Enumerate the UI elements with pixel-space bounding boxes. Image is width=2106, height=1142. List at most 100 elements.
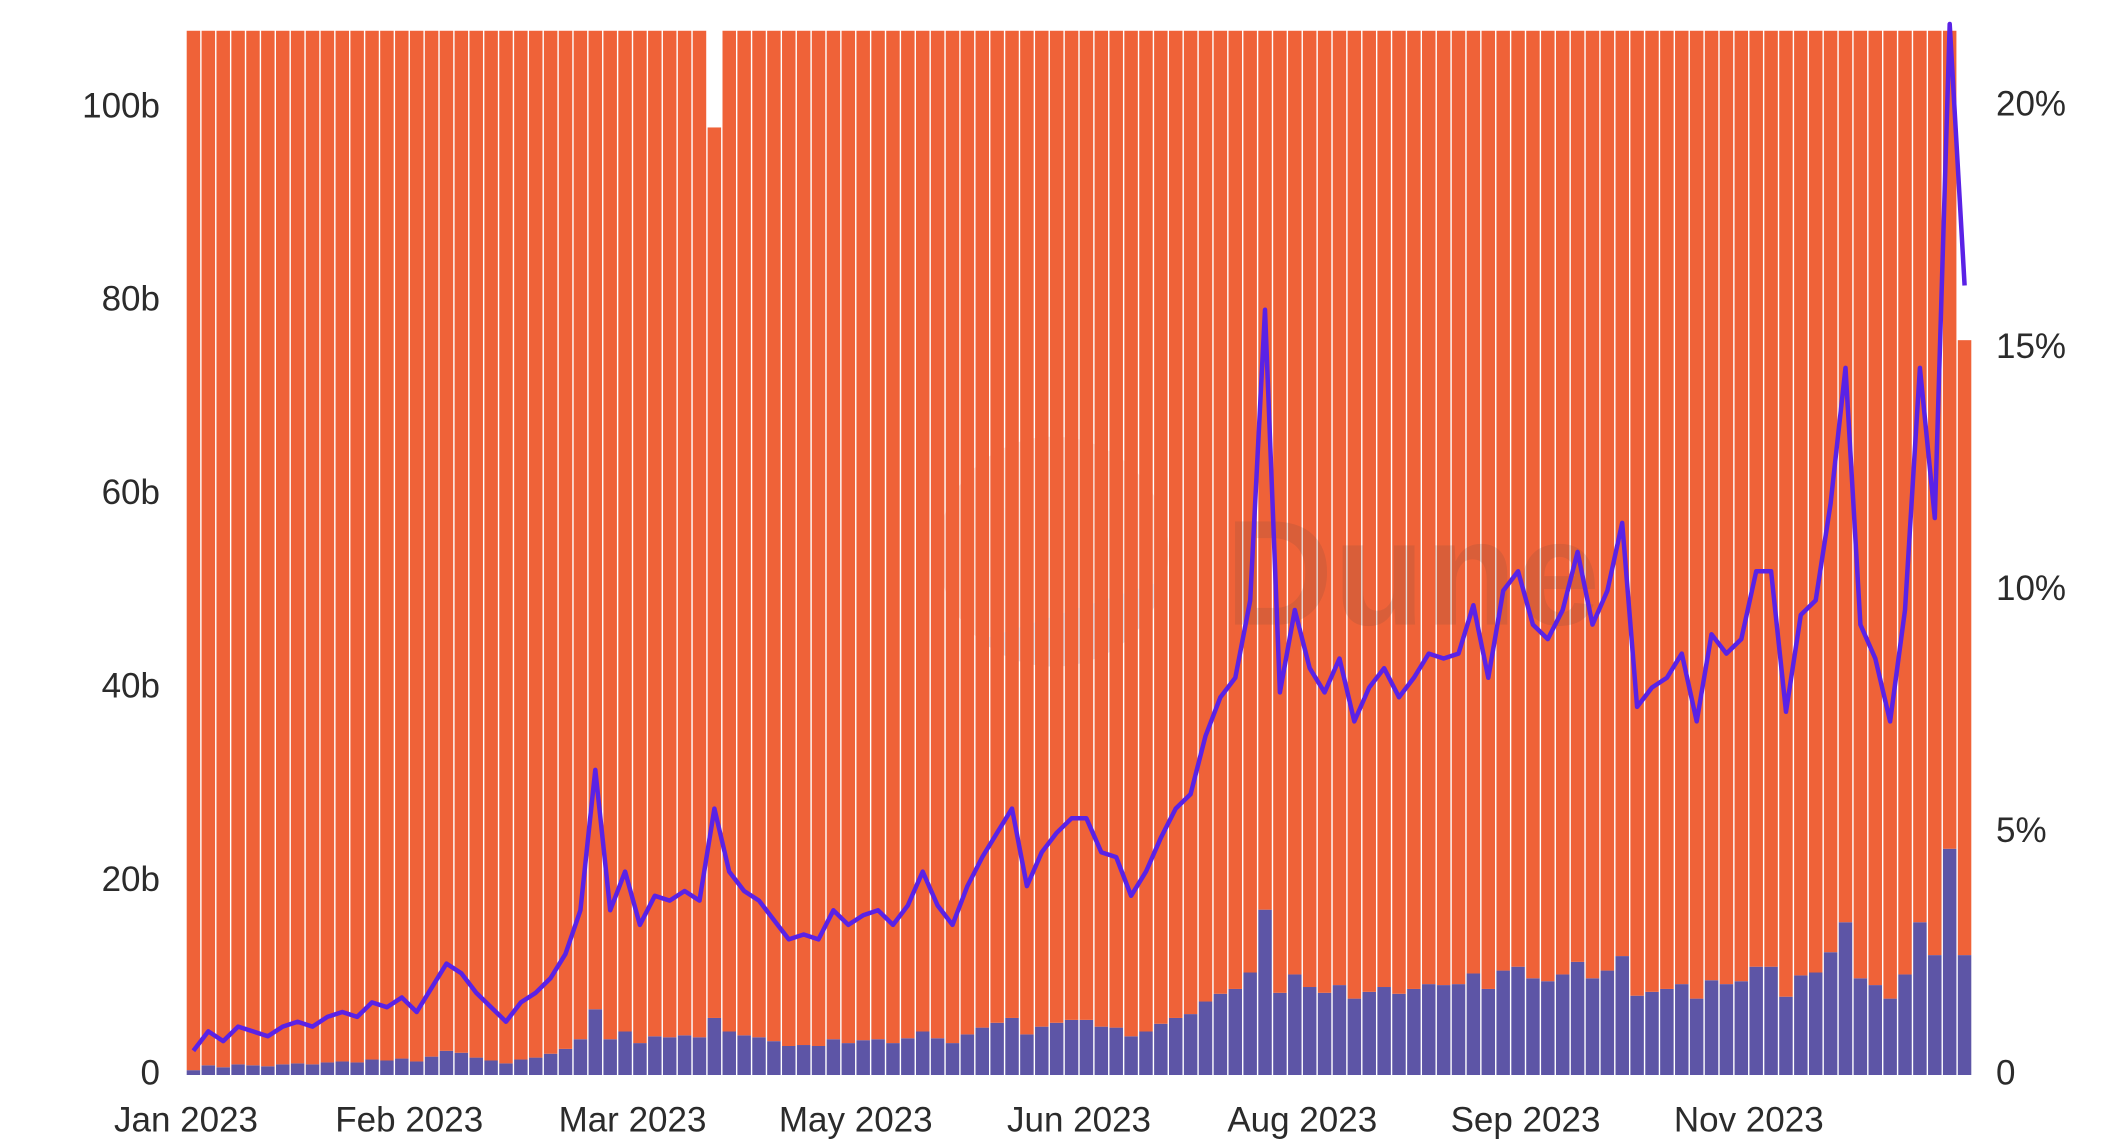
bar-segment [767,1041,781,1075]
bar-segment [1451,30,1466,985]
y2-tick-label: 0 [1996,1053,2015,1092]
bar-segment [1183,1014,1198,1075]
bar-segment [529,30,543,1058]
bar-segment [1660,30,1674,989]
bar-segment [335,30,350,1062]
bar-segment [395,30,409,1059]
bar-segment [261,1066,275,1075]
bar-segment [499,1063,513,1075]
bar-segment [945,30,960,1044]
bar-segment [1555,30,1570,975]
x-tick-label: Jun 2023 [1007,1100,1151,1139]
watermark-text: Dune [1225,489,1600,657]
y-tick-label: 0 [141,1053,160,1092]
y2-tick-label: 10% [1996,569,2066,608]
bar-segment [930,30,945,1039]
bar-segment [1049,1022,1064,1075]
bar-segment [975,1027,989,1075]
bar-segment [1526,30,1540,979]
bar-segment [1734,981,1749,1075]
bar-segment [603,30,617,1040]
bar-segment [1808,972,1823,1075]
bar-segment [1154,30,1168,1024]
bar-segment [543,30,558,1054]
bar-segment [216,1067,230,1075]
bar-segment [1154,1023,1168,1075]
bar-segment [1109,30,1123,1028]
bar-segment [409,1061,424,1075]
bar-segment [1169,30,1183,1018]
bar-segment [901,1038,915,1075]
bar-segment [930,1038,945,1075]
bar-segment [1823,952,1838,1075]
bar-segment [1779,30,1793,997]
bar-segment [767,30,781,1042]
bar-segment [1139,1031,1153,1075]
bar-segment [1020,1034,1034,1075]
bar-segment [1511,966,1525,1075]
bar-segment [499,30,513,1064]
bar-segment [782,1045,796,1075]
bar-segment [305,1064,320,1075]
bar-segment [1422,984,1436,1075]
bar-segment [261,30,275,1067]
bar-segment [677,1035,692,1075]
bar-segment [1660,988,1674,1075]
bar-segment [1362,30,1376,992]
bar-segment [1347,998,1362,1075]
bar-segment [1734,30,1749,982]
bar-segment [558,1048,573,1075]
bar-segment [945,1043,960,1075]
bar-segment [633,1043,647,1075]
bar-segment [588,1009,603,1075]
bar-segment [1288,974,1302,1075]
bar-segment [1675,984,1689,1075]
bar-segment [1392,993,1406,1075]
bar-segment [662,30,677,1038]
bar-segment [1570,30,1585,962]
y2-tick-label: 20% [1996,85,2066,124]
bar-segment [752,30,766,1038]
bar-segment [633,30,647,1044]
bar-segment [1258,909,1272,1075]
bar-segment [1064,30,1079,1020]
bar-segment [1079,1019,1094,1075]
bar-segment [439,1050,454,1075]
bar-segment [1779,996,1793,1075]
bar-segment [231,30,245,1065]
bar-segment [1049,30,1064,1023]
bars [186,30,1972,1075]
bar-segment [1466,973,1481,1075]
bar-segment [1228,988,1243,1075]
y-tick-label: 80b [102,280,160,319]
bar-segment [1213,30,1228,994]
bar-segment [841,30,856,1044]
x-tick-label: Nov 2023 [1674,1100,1824,1139]
bar-segment [752,1037,766,1075]
bar-segment [201,1065,216,1075]
bar-segment [1198,1001,1213,1075]
bar-segment [603,1039,617,1075]
x-tick-label: Sep 2023 [1451,1100,1601,1139]
bar-segment [484,30,498,1061]
bar-segment [1913,30,1927,923]
bar-segment [1570,961,1585,1075]
bar-segment [1555,974,1570,1075]
bar-segment [1392,30,1406,994]
x-tick-label: Mar 2023 [559,1100,707,1139]
bar-segment [276,30,290,1065]
bar-segment [1228,30,1243,989]
x-tick-label: Feb 2023 [335,1100,483,1139]
bar-segment [290,1063,305,1075]
bar-segment [409,30,424,1062]
bar-segment [1794,975,1808,1075]
bar-segment [1719,984,1734,1075]
bar-segment [1273,992,1287,1075]
bar-segment [1942,848,1957,1075]
bar-segment [365,1059,379,1075]
bar-segment [1957,340,1972,956]
bar-segment [216,30,230,1068]
bar-segment [1957,955,1972,1075]
bar-segment [707,1017,722,1075]
bar-segment [305,30,320,1065]
